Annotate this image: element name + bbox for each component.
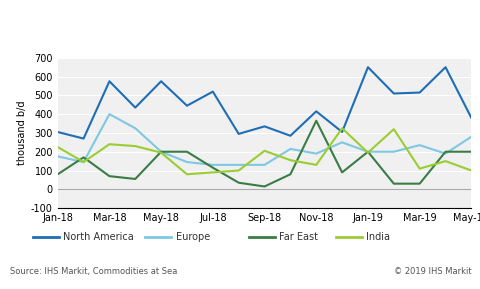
Text: Europe: Europe xyxy=(175,232,209,242)
Text: Mexican Crude Oil Liftins by Destination: Mexican Crude Oil Liftins by Destination xyxy=(10,21,354,36)
Y-axis label: thousand b/d: thousand b/d xyxy=(17,101,27,165)
Text: Far East: Far East xyxy=(279,232,318,242)
Text: India: India xyxy=(365,232,389,242)
Text: Source: IHS Markit, Commodities at Sea: Source: IHS Markit, Commodities at Sea xyxy=(10,267,177,276)
Text: © 2019 IHS Markit: © 2019 IHS Markit xyxy=(393,267,470,276)
Text: North America: North America xyxy=(63,232,133,242)
